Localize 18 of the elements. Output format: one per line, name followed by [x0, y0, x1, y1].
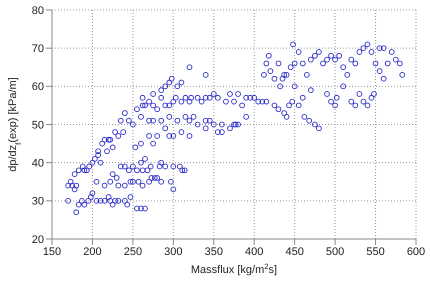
x-tick-label: 450: [285, 246, 304, 258]
x-tick-label: 300: [164, 246, 183, 258]
x-tick-label: 550: [366, 246, 385, 258]
x-tick-label: 600: [406, 246, 426, 258]
x-tick-label: 350: [204, 246, 223, 258]
y-tick-label: 20: [32, 234, 44, 246]
y-tick-label: 70: [32, 43, 44, 56]
x-tick-label: 500: [326, 246, 344, 258]
x-tick-label: 400: [245, 246, 264, 258]
y-tick-label: 80: [32, 4, 44, 17]
y-tick-label: 30: [32, 196, 44, 208]
x-axis-title: Massflux [kg/m$^{2}$s]: [190, 262, 278, 276]
x-tick-label: 150: [42, 246, 62, 258]
y-tick-label: 50: [32, 119, 44, 132]
y-tick-label: 60: [32, 81, 44, 94]
y-tick-label: 40: [32, 158, 44, 170]
x-tick-label: 200: [83, 246, 102, 258]
x-tick-label: 250: [124, 246, 142, 258]
